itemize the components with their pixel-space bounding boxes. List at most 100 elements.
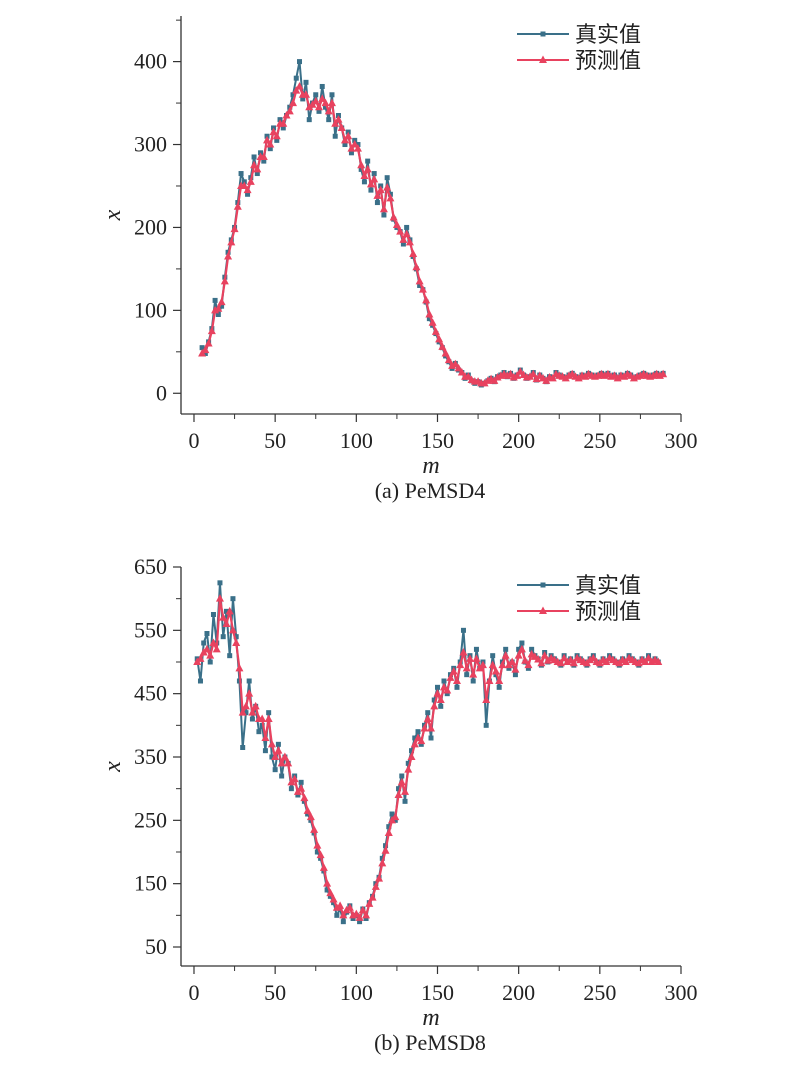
data-point-predicted bbox=[464, 372, 473, 380]
data-point-predicted bbox=[311, 96, 320, 105]
data-point-predicted bbox=[222, 619, 231, 627]
data-point-predicted bbox=[313, 841, 322, 849]
data-point-predicted bbox=[415, 276, 424, 285]
data-point-actual bbox=[525, 665, 531, 671]
data-point-actual bbox=[306, 117, 312, 123]
y-axis-label: x bbox=[100, 761, 126, 773]
chart-caption: (b) PeMSD8 bbox=[374, 1030, 486, 1055]
data-point-actual bbox=[240, 745, 246, 750]
data-point-predicted bbox=[501, 651, 510, 659]
data-point-actual bbox=[389, 811, 395, 817]
data-point-actual bbox=[267, 146, 273, 152]
data-point-actual bbox=[460, 627, 466, 633]
data-point-predicted bbox=[331, 119, 340, 127]
data-point-predicted bbox=[326, 888, 335, 897]
data-point-predicted bbox=[420, 724, 429, 732]
data-point-predicted bbox=[401, 787, 410, 795]
data-point-actual bbox=[297, 59, 303, 65]
data-point-predicted bbox=[373, 191, 382, 199]
y-tick-label: 400 bbox=[134, 49, 167, 74]
data-point-actual bbox=[350, 916, 356, 921]
data-point-predicted bbox=[457, 368, 466, 376]
data-point-predicted bbox=[235, 663, 244, 672]
data-point-actual bbox=[261, 158, 267, 164]
data-point-actual bbox=[340, 919, 346, 925]
data-point-predicted bbox=[263, 135, 272, 144]
data-point-predicted bbox=[392, 220, 401, 228]
data-point-predicted bbox=[517, 644, 526, 653]
data-point-predicted bbox=[274, 746, 283, 754]
data-point-actual bbox=[326, 117, 332, 123]
data-point-actual bbox=[386, 824, 392, 830]
data-point-actual bbox=[295, 792, 301, 798]
data-point-actual bbox=[441, 678, 447, 684]
y-tick-label: 200 bbox=[134, 214, 167, 239]
data-point-predicted bbox=[232, 638, 241, 646]
data-point-predicted bbox=[297, 784, 306, 792]
data-point-predicted bbox=[318, 94, 327, 102]
data-point-predicted bbox=[206, 651, 215, 659]
data-point-predicted bbox=[443, 686, 452, 694]
data-point-predicted bbox=[303, 806, 312, 814]
data-point-predicted bbox=[243, 185, 252, 194]
data-point-predicted bbox=[250, 160, 259, 169]
data-point-predicted bbox=[472, 654, 481, 662]
data-point-predicted bbox=[212, 644, 221, 653]
data-point-predicted bbox=[230, 224, 239, 233]
data-point-predicted bbox=[258, 714, 267, 722]
data-point-predicted bbox=[241, 701, 250, 710]
data-point-predicted bbox=[365, 899, 374, 907]
x-tick-label: 100 bbox=[340, 428, 373, 453]
data-point-predicted bbox=[264, 714, 273, 722]
data-point-actual bbox=[348, 150, 354, 156]
data-point-predicted bbox=[451, 359, 460, 368]
x-tick-label: 200 bbox=[502, 428, 535, 453]
data-point-actual bbox=[529, 646, 535, 652]
data-point-actual bbox=[399, 773, 405, 779]
data-point-actual bbox=[227, 653, 233, 659]
data-point-predicted bbox=[285, 106, 294, 115]
data-point-actual bbox=[300, 96, 306, 102]
data-point-actual bbox=[197, 678, 203, 684]
data-point-predicted bbox=[300, 793, 309, 802]
data-point-predicted bbox=[427, 724, 435, 732]
data-point-predicted bbox=[548, 373, 557, 382]
data-point-actual bbox=[381, 212, 387, 218]
legend-label: 真实值 bbox=[575, 23, 641, 48]
data-point-actual bbox=[274, 137, 280, 143]
data-point-actual bbox=[342, 142, 348, 148]
data-point-actual bbox=[324, 887, 330, 893]
data-point-actual bbox=[384, 175, 390, 181]
data-point-actual bbox=[314, 849, 320, 855]
legend-label: 预测值 bbox=[575, 49, 641, 74]
data-point-predicted bbox=[430, 701, 439, 710]
data-point-predicted bbox=[399, 235, 408, 243]
data-point-actual bbox=[212, 297, 218, 303]
data-point-predicted bbox=[366, 179, 375, 188]
x-tick-label: 300 bbox=[665, 428, 698, 453]
x-tick-label: 250 bbox=[583, 428, 616, 453]
data-point-predicted bbox=[371, 882, 380, 890]
data-point-predicted bbox=[314, 102, 323, 111]
data-point-actual bbox=[361, 179, 367, 185]
data-point-predicted bbox=[246, 177, 255, 185]
data-point-predicted bbox=[279, 119, 288, 127]
data-point-predicted bbox=[360, 171, 369, 180]
data-point-predicted bbox=[410, 739, 419, 748]
data-point-predicted bbox=[524, 660, 533, 669]
data-point-predicted bbox=[225, 606, 234, 615]
data-point-actual bbox=[272, 767, 278, 773]
y-tick-label: 350 bbox=[134, 744, 167, 769]
chart-panel-pemsd8: 0 50 100 150 200 250 300 50 150 250 350 450 550 650 m x… bbox=[100, 554, 698, 1055]
y-tick-label: 100 bbox=[134, 297, 167, 322]
data-point-predicted bbox=[423, 714, 432, 722]
data-point-actual bbox=[254, 171, 260, 177]
data-point-predicted bbox=[204, 339, 213, 347]
data-point-actual bbox=[506, 665, 512, 671]
data-point-actual bbox=[431, 697, 437, 703]
data-point-actual bbox=[204, 631, 210, 636]
data-point-actual bbox=[428, 735, 434, 741]
data-point-predicted bbox=[215, 594, 224, 602]
data-point-predicted bbox=[438, 342, 447, 350]
